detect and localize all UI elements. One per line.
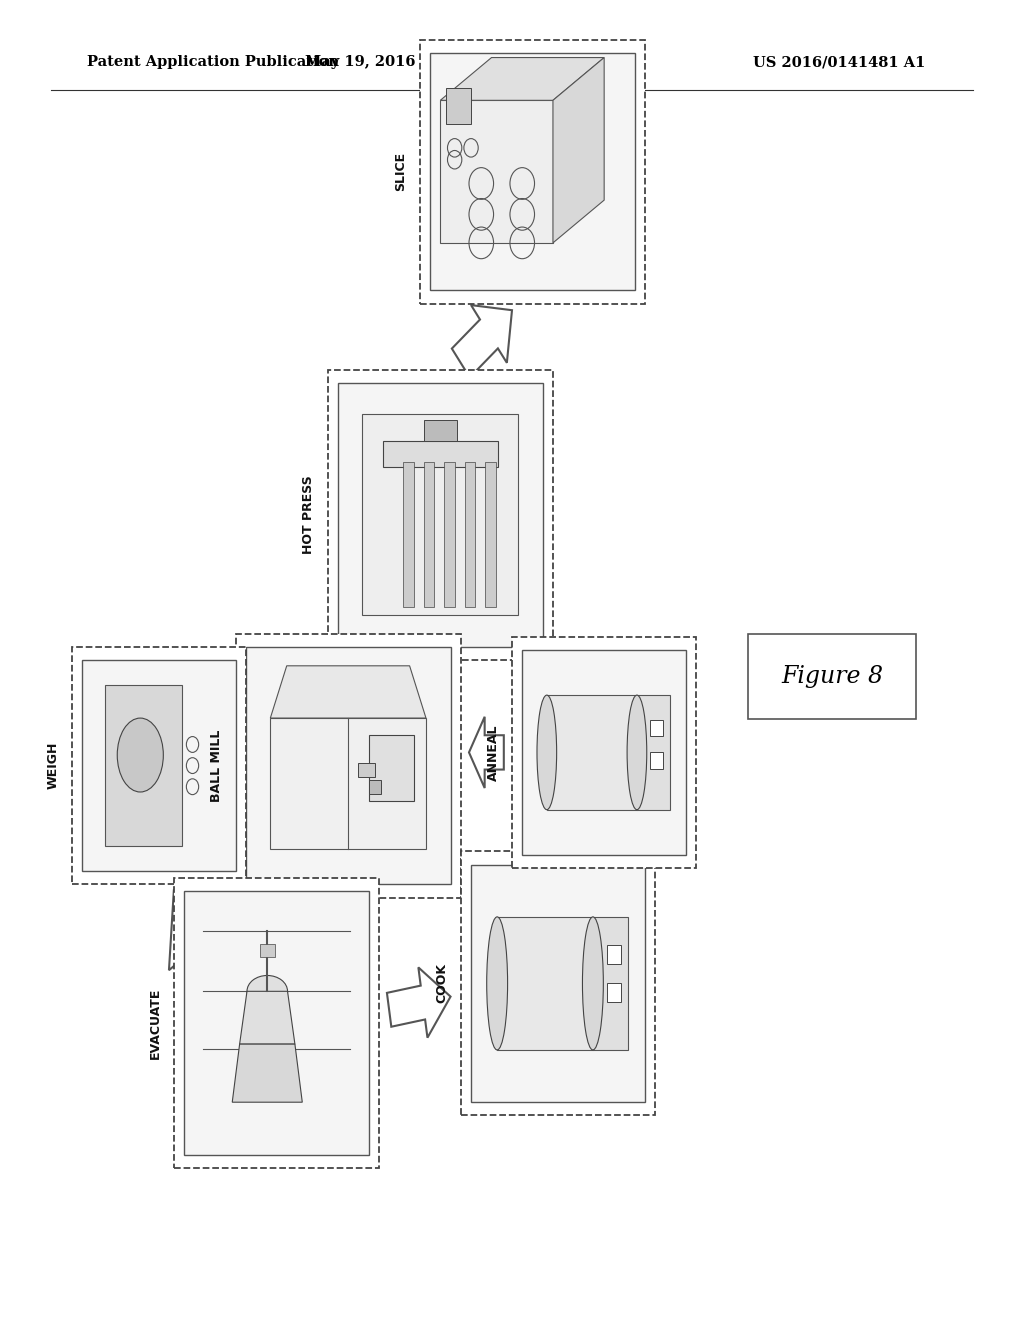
Bar [403,462,414,607]
Text: US 2016/0141481 A1: US 2016/0141481 A1 [754,55,926,69]
Bar [547,696,637,809]
Polygon shape [452,305,512,378]
Bar [236,634,461,898]
Bar [440,100,553,243]
Text: SLICE: SLICE [394,152,408,191]
Bar [328,370,553,660]
Bar [246,647,451,884]
Bar [260,944,274,957]
Ellipse shape [247,975,288,1007]
Ellipse shape [583,917,603,1049]
Bar [358,763,375,777]
Ellipse shape [537,696,557,809]
Polygon shape [281,854,338,923]
Polygon shape [559,832,601,887]
Ellipse shape [486,917,508,1049]
Text: COOK: COOK [435,964,449,1003]
Text: HOT PRESS: HOT PRESS [302,475,315,554]
Polygon shape [169,783,262,970]
Polygon shape [232,1044,302,1102]
Ellipse shape [627,696,647,809]
Bar [465,462,475,607]
Bar [485,462,496,607]
Text: Figure 8: Figure 8 [781,665,883,688]
Bar [383,441,498,467]
Bar [461,851,655,1115]
Polygon shape [440,58,604,100]
Text: ANNEAL: ANNEAL [486,725,500,780]
Bar [104,685,182,846]
Bar [424,462,434,607]
Bar [607,945,621,965]
Bar [420,40,645,304]
Bar [362,414,518,615]
Bar [593,917,628,1049]
Polygon shape [387,968,451,1038]
Polygon shape [270,665,426,718]
Bar [522,649,686,855]
Bar [607,983,621,1002]
Bar [338,383,543,647]
Bar [174,878,379,1168]
Ellipse shape [117,718,164,792]
Polygon shape [344,610,440,684]
Bar [184,891,369,1155]
Bar [82,660,236,871]
Bar [512,636,696,869]
Bar [369,780,381,795]
Text: WEIGH: WEIGH [46,742,59,789]
Bar [446,88,471,124]
Bar [637,696,670,809]
Bar [444,462,455,607]
Polygon shape [469,717,504,788]
Text: May 19, 2016  Sheet 10 of 25: May 19, 2016 Sheet 10 of 25 [305,55,545,69]
Bar [650,752,664,768]
Bar [430,53,635,290]
Text: BALL MILL: BALL MILL [210,730,223,801]
Polygon shape [240,991,295,1044]
Bar [471,865,645,1102]
Bar [369,735,414,801]
Text: Patent Application Publication: Patent Application Publication [87,55,339,69]
Bar [498,917,593,1049]
Bar [72,647,246,884]
Polygon shape [553,58,604,243]
Bar [424,420,457,441]
Bar [748,634,916,719]
Text: EVACUATE: EVACUATE [148,987,162,1059]
Bar [650,719,664,737]
Bar [270,718,426,849]
